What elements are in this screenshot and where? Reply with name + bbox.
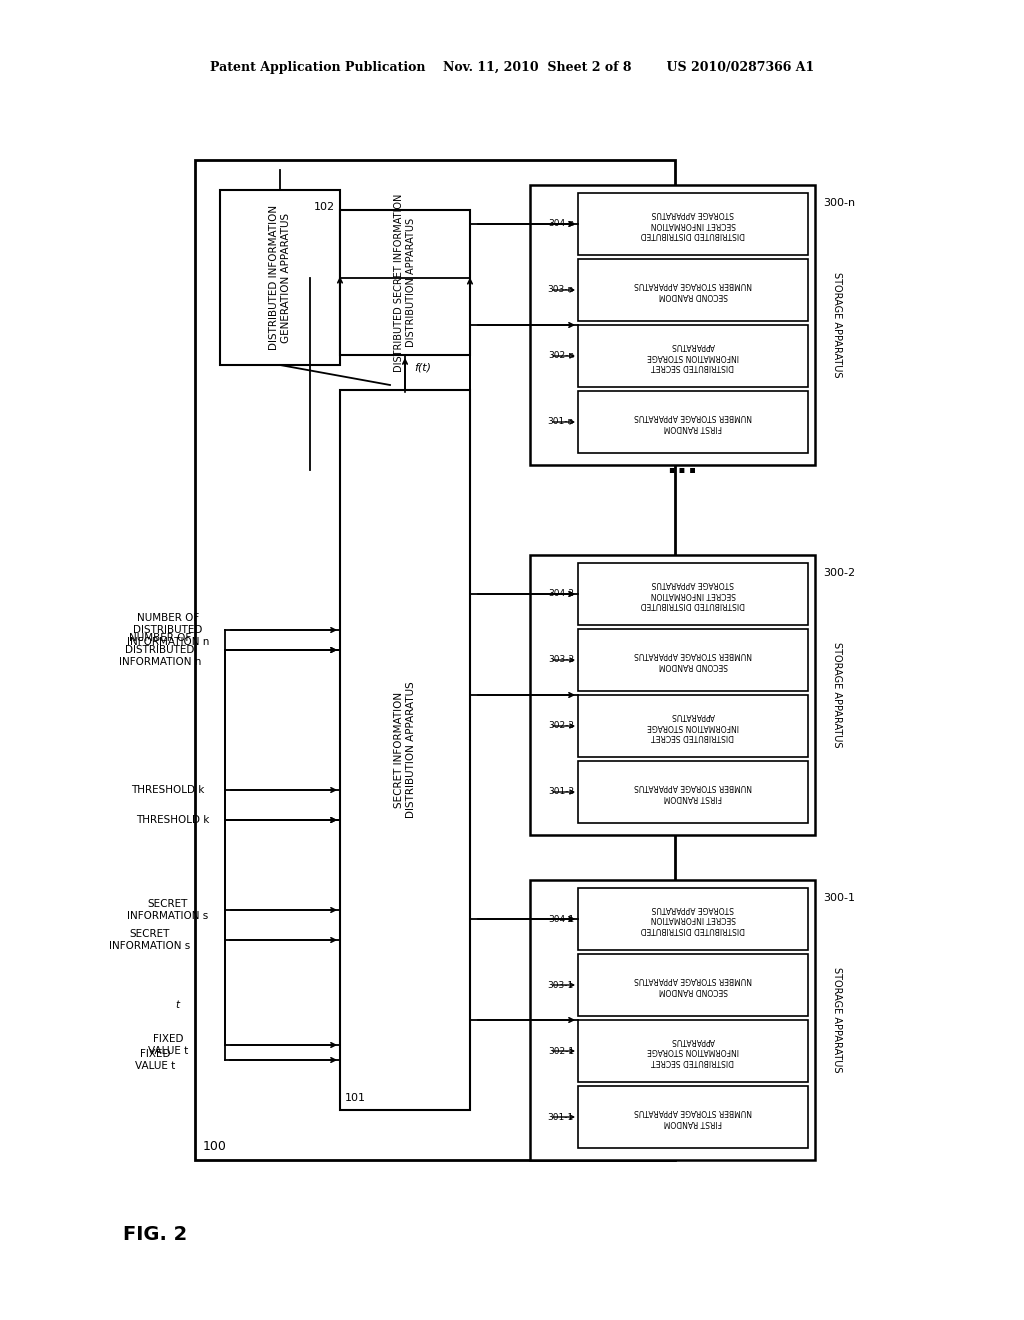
Text: 303-2: 303-2: [548, 656, 574, 664]
Text: 301-2: 301-2: [548, 788, 574, 796]
Text: ...: ...: [667, 451, 698, 479]
Bar: [578, 564, 808, 624]
Bar: [578, 888, 808, 950]
Text: SECOND RANDOM
NUMBER STORAGE APPARATUS: SECOND RANDOM NUMBER STORAGE APPARATUS: [634, 975, 752, 995]
Bar: [578, 325, 808, 387]
Text: SECRET INFORMATION
DISTRIBUTION APPARATUS: SECRET INFORMATION DISTRIBUTION APPARATU…: [394, 681, 416, 818]
Bar: [578, 1086, 808, 1148]
Text: FIXED
VALUE t: FIXED VALUE t: [147, 1034, 188, 1056]
Text: NUMBER OF
DISTRIBUTED
INFORMATION n: NUMBER OF DISTRIBUTED INFORMATION n: [119, 632, 201, 668]
Text: 304-2: 304-2: [548, 590, 574, 598]
Text: SECOND RANDOM
NUMBER STORAGE APPARATUS: SECOND RANDOM NUMBER STORAGE APPARATUS: [634, 651, 752, 669]
Bar: [530, 880, 815, 1160]
Text: FIG. 2: FIG. 2: [123, 1225, 187, 1245]
Text: DISTRIBUTED SECRET
INFORMATION STORAGE
APPARATUS: DISTRIBUTED SECRET INFORMATION STORAGE A…: [647, 1036, 739, 1067]
Text: 304-1: 304-1: [548, 915, 574, 924]
Text: 302-n: 302-n: [548, 351, 574, 360]
Text: FIRST RANDOM
NUMBER STORAGE APPARATUS: FIRST RANDOM NUMBER STORAGE APPARATUS: [634, 412, 752, 432]
Text: DISTRIBUTED DISTRIBUTED
SECRET INFORMATION
STORAGE APPARATUS: DISTRIBUTED DISTRIBUTED SECRET INFORMATI…: [641, 209, 745, 239]
Text: 300-n: 300-n: [823, 198, 855, 209]
Text: SECRET
INFORMATION s: SECRET INFORMATION s: [110, 929, 190, 952]
Bar: [578, 762, 808, 822]
Bar: [340, 210, 470, 355]
Bar: [578, 259, 808, 321]
Text: STORAGE APPARATUS: STORAGE APPARATUS: [831, 643, 842, 747]
Text: 102: 102: [314, 202, 335, 213]
Text: 100: 100: [203, 1139, 227, 1152]
Bar: [578, 630, 808, 690]
Text: FIRST RANDOM
NUMBER STORAGE APPARATUS: FIRST RANDOM NUMBER STORAGE APPARATUS: [634, 783, 752, 801]
Text: Patent Application Publication    Nov. 11, 2010  Sheet 2 of 8        US 2010/028: Patent Application Publication Nov. 11, …: [210, 62, 814, 74]
Bar: [578, 696, 808, 756]
Text: 302-2: 302-2: [548, 722, 574, 730]
Bar: [195, 160, 675, 1160]
Text: NUMBER OF
DISTRIBUTED
INFORMATION n: NUMBER OF DISTRIBUTED INFORMATION n: [127, 612, 209, 647]
Text: 304-n: 304-n: [548, 219, 574, 228]
Text: 303-1: 303-1: [548, 981, 574, 990]
Text: 301-n: 301-n: [548, 417, 574, 426]
Text: DISTRIBUTED SECRET
INFORMATION STORAGE
APPARATUS: DISTRIBUTED SECRET INFORMATION STORAGE A…: [647, 341, 739, 371]
Bar: [220, 190, 340, 366]
Text: DISTRIBUTED DISTRIBUTED
SECRET INFORMATION
STORAGE APPARATUS: DISTRIBUTED DISTRIBUTED SECRET INFORMATI…: [641, 579, 745, 609]
Bar: [530, 554, 815, 836]
Text: 300-1: 300-1: [823, 894, 855, 903]
Text: FIRST RANDOM
NUMBER STORAGE APPARATUS: FIRST RANDOM NUMBER STORAGE APPARATUS: [634, 1107, 752, 1127]
Text: STORAGE APPARATUS: STORAGE APPARATUS: [831, 272, 842, 378]
Text: t: t: [175, 1001, 179, 1010]
Bar: [340, 389, 470, 1110]
Bar: [530, 185, 815, 465]
Text: DISTRIBUTED SECRET INFORMATION
DISTRIBUTION APPARATUS: DISTRIBUTED SECRET INFORMATION DISTRIBUT…: [394, 193, 416, 372]
Text: DISTRIBUTED DISTRIBUTED
SECRET INFORMATION
STORAGE APPARATUS: DISTRIBUTED DISTRIBUTED SECRET INFORMATI…: [641, 904, 745, 935]
Text: 101: 101: [345, 1093, 366, 1104]
Bar: [578, 1020, 808, 1082]
Bar: [578, 193, 808, 255]
Text: SECRET
INFORMATION s: SECRET INFORMATION s: [127, 899, 209, 921]
Bar: [578, 954, 808, 1016]
Text: DISTRIBUTED INFORMATION
GENERATION APPARATUS: DISTRIBUTED INFORMATION GENERATION APPAR…: [268, 205, 291, 350]
Text: SECOND RANDOM
NUMBER STORAGE APPARATUS: SECOND RANDOM NUMBER STORAGE APPARATUS: [634, 280, 752, 300]
Text: 302-1: 302-1: [548, 1047, 574, 1056]
Text: 303-n: 303-n: [548, 285, 574, 294]
Text: STORAGE APPARATUS: STORAGE APPARATUS: [831, 968, 842, 1073]
Text: FIXED
VALUE t: FIXED VALUE t: [135, 1049, 175, 1072]
Text: DISTRIBUTED SECRET
INFORMATION STORAGE
APPARATUS: DISTRIBUTED SECRET INFORMATION STORAGE A…: [647, 711, 739, 741]
Bar: [578, 391, 808, 453]
Text: 301-1: 301-1: [548, 1113, 574, 1122]
Text: 300-2: 300-2: [823, 568, 855, 578]
Text: THRESHOLD k: THRESHOLD k: [136, 814, 210, 825]
Text: f(t): f(t): [415, 362, 431, 372]
Text: THRESHOLD k: THRESHOLD k: [131, 785, 205, 795]
